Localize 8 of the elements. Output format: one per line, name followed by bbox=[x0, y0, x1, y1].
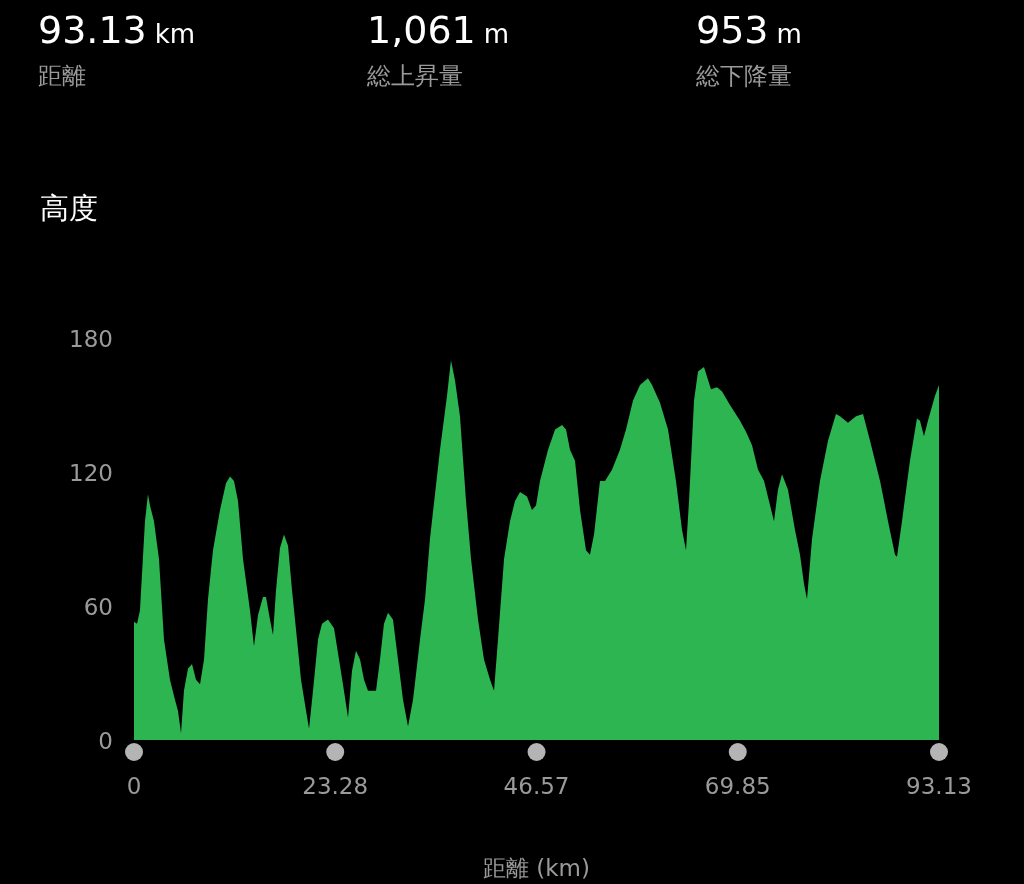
title: 高度 bbox=[40, 191, 98, 225]
annotation: 953 m bbox=[696, 8, 802, 52]
xlabel: 距離 (km) bbox=[483, 855, 590, 881]
annotation: 距離 bbox=[38, 62, 86, 90]
annotation: 93.13 km bbox=[38, 8, 196, 52]
annotation: 1,061 m bbox=[367, 8, 510, 52]
annotation: 総下降量 bbox=[696, 62, 792, 90]
annotation: 総上昇量 bbox=[367, 62, 463, 90]
